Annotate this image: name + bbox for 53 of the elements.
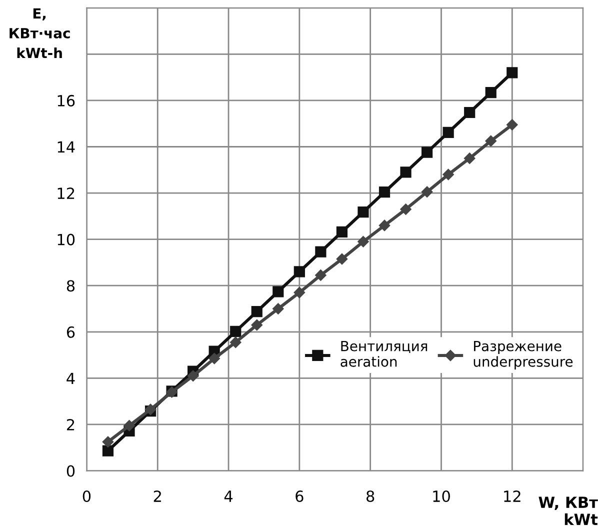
y-tick-label: 4	[66, 372, 75, 384]
point	[421, 186, 433, 198]
point	[187, 370, 199, 382]
x-axis-title: W, КВт kWt	[538, 496, 598, 525]
point	[230, 336, 242, 348]
point	[294, 266, 305, 278]
point	[464, 106, 476, 118]
legend-label: Вентиляция aeration	[340, 340, 428, 367]
y-axis-title: E, КВт·час kWt-h	[10, 8, 70, 58]
legend-label: Разрежение underpressure	[474, 340, 573, 370]
point	[378, 186, 390, 198]
point	[230, 326, 242, 337]
y-tick-label: 6	[66, 326, 75, 338]
point	[442, 126, 454, 138]
point	[272, 286, 284, 298]
point	[336, 253, 348, 265]
point	[485, 135, 496, 147]
point	[251, 306, 262, 318]
point	[208, 352, 220, 364]
point	[358, 236, 369, 248]
x-tick-label: 0	[82, 490, 91, 502]
y-tick-label: 2	[67, 418, 74, 430]
point	[315, 246, 326, 258]
point	[251, 319, 262, 331]
point	[506, 119, 518, 130]
point	[336, 226, 348, 238]
point	[400, 166, 412, 178]
x-tick-label: 8	[366, 490, 374, 502]
point	[102, 445, 114, 456]
x-tick-label: 2	[154, 490, 161, 502]
y-tick-label: 0	[66, 465, 75, 477]
y-tick-label: 10	[58, 234, 75, 246]
x-tick-label: 6	[296, 490, 304, 502]
point	[485, 87, 496, 98]
x-tick-label: 12	[504, 490, 520, 502]
point	[442, 168, 454, 180]
y-tick-label: 16	[58, 94, 75, 106]
point	[422, 146, 433, 158]
y-tick-label: 12	[58, 188, 74, 199]
point	[400, 204, 412, 215]
point	[378, 220, 390, 232]
point	[315, 270, 326, 281]
y-tick-label: 14	[58, 141, 75, 153]
x-tick-label: 4	[224, 490, 233, 502]
point	[506, 67, 518, 78]
point	[294, 286, 306, 298]
point	[102, 436, 114, 448]
x-tick-label: 10	[433, 490, 450, 502]
point	[272, 303, 284, 314]
point	[124, 420, 135, 432]
point	[358, 206, 369, 218]
point	[464, 152, 476, 164]
y-tick-label: 8	[66, 280, 75, 292]
